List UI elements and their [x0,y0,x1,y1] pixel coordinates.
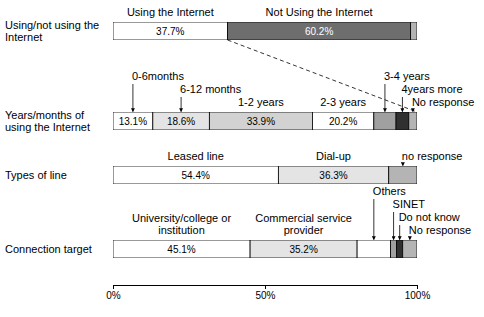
bar-segment [113,22,228,40]
bar-segment [389,166,417,184]
bar-segment [409,112,417,130]
chart-row: Connection target 45.1% 35.2% No responseDo… [5,185,471,258]
segment-label: Others [373,185,407,197]
data-label: 60.2% [305,26,333,37]
bar-segment [312,112,373,130]
tick-label: 100% [405,290,431,301]
text-line: provider [284,224,324,236]
data-label: 35.2% [289,244,317,255]
text-line: Internet [5,31,42,43]
data-label: 33.9% [247,116,275,127]
chart-svg: Using/not using theInternet 37.7% 60.2% Not… [0,0,484,317]
segment-label: Leased line [168,150,224,162]
bar-segment [391,240,397,258]
bar-segment [278,166,388,184]
label-arrow [384,84,385,112]
segment-label: Do not know [399,211,460,223]
label-arrow [409,238,410,240]
text-line: Types of line [5,169,67,181]
label-arrow [412,110,413,112]
data-label: 13.1% [119,116,147,127]
bars [113,112,417,130]
x-axis: 0% 50% 100% [106,285,430,301]
bar-segment [153,112,210,130]
row-label: Using/not using theInternet [5,19,99,43]
chart-row: Years/months ofusing the Internet 13.1% 18… [5,70,474,133]
row-label: Years/months ofusing the Internet [5,109,90,133]
data-label: 37.7% [156,26,184,37]
row-label: Connection target [5,243,92,255]
texts: Using/not using theInternet 37.7% 60.2% Not… [5,6,373,43]
data-label: 20.2% [329,116,357,127]
label-arrow [373,199,374,240]
chart-row: Types of line 54.4% 36.3% no response Dial-u… [5,150,462,184]
text-line: Years/months of [5,109,85,121]
bar-segment [374,112,396,130]
segment-label: No response [409,224,471,236]
bar-segment [396,112,409,130]
label-arrow [402,164,403,166]
segment-label: Not Using the Internet [266,6,373,18]
tick-mark [113,285,114,289]
label-arrow [399,225,400,240]
axis-domain [114,286,418,290]
text-line: Commercial service [255,212,352,224]
texts: Types of line 54.4% 36.3% no response Dial-u… [5,150,462,181]
texts: Years/months ofusing the Internet 13.1% 18… [5,70,474,133]
chart-root: Using/not using theInternet 37.7% 60.2% Not… [0,0,484,317]
data-label: 45.1% [167,244,195,255]
label-arrow [402,97,403,112]
segment-label: 4years more [401,83,462,95]
text-line: Connection target [5,243,92,255]
bar-segment [209,112,312,130]
data-label: 18.6% [167,116,195,127]
tick-mark [265,285,266,289]
bar-segment [250,240,357,258]
segment-label: Using the Internet [127,6,214,18]
bars [113,166,417,184]
text-line: institution [158,224,204,236]
text-line: Using/not using the [5,19,99,31]
bars [113,240,417,258]
segment-label: SINET [393,198,426,210]
axis-tick: 100% [405,285,431,301]
bar-segment [357,240,390,258]
row-label: Types of line [5,169,67,181]
chart-row: Using/not using theInternet 37.7% 60.2% Not… [5,6,417,43]
segment-label: Commercial serviceprovider [255,212,352,236]
data-label: 36.3% [319,170,347,181]
segment-label: 3-4 years [384,70,430,82]
bar-segment [411,22,417,40]
segment-label: no response [402,150,463,162]
axis-tick: 50% [255,285,275,301]
data-label: 54.4% [182,170,210,181]
segment-label: Dial-up [316,150,351,162]
texts: Connection target 45.1% 35.2% No responseDo… [5,185,471,255]
bars [113,22,417,40]
segment-label: 1-2 years [238,96,284,108]
tick-mark [417,285,418,289]
bar-segment [228,22,411,40]
bar-segment [397,240,403,258]
bar-segment [113,240,250,258]
tick-label: 0% [106,290,121,301]
bar-segment [113,166,278,184]
bar-segment [403,240,417,258]
label-arrow [132,84,133,112]
axis-tick: 0% [106,285,121,301]
text-line: University/college or [132,212,231,224]
label-arrow [181,97,182,112]
segment-label: 6-12 months [180,83,242,95]
segment-label: University/college orinstitution [132,212,231,236]
segment-label: No response [412,96,474,108]
tick-label: 50% [255,290,275,301]
text-line: using the Internet [5,121,90,133]
segment-label: 2-3 years [320,96,366,108]
label-arrow [393,212,394,240]
segment-label: 0-6months [132,70,184,82]
bar-segment [113,112,153,130]
